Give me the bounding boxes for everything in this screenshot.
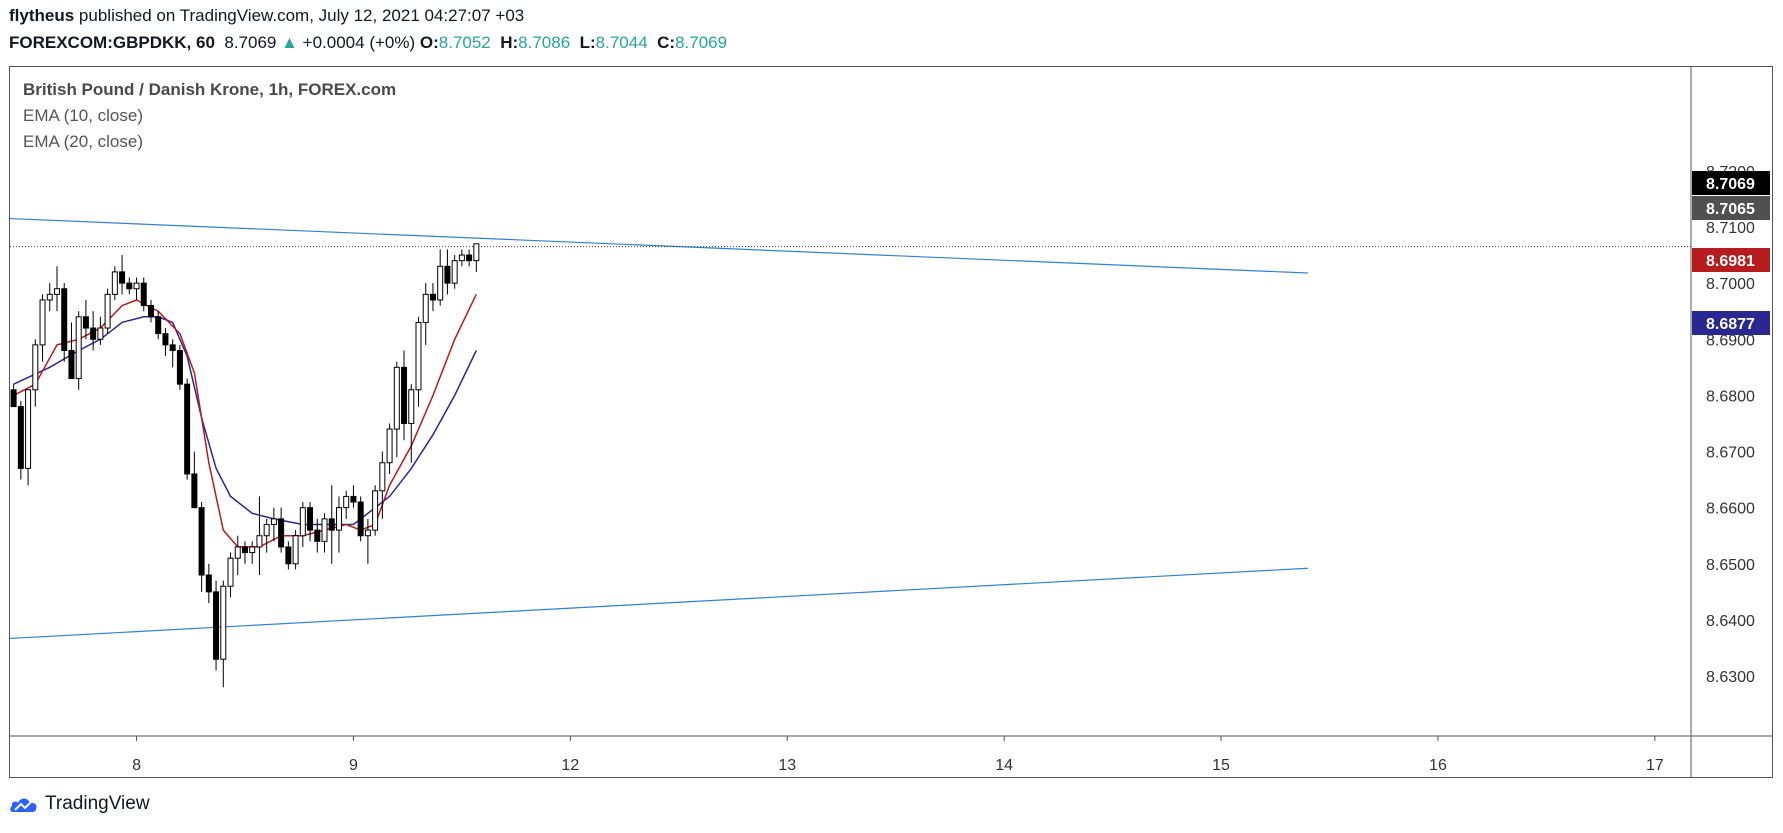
candle-down bbox=[163, 334, 168, 345]
y-tick-label: 8.6800 bbox=[1706, 388, 1755, 405]
x-tick-label: 14 bbox=[995, 757, 1013, 774]
candle-down bbox=[62, 289, 67, 351]
x-tick-label: 16 bbox=[1429, 757, 1447, 774]
brand-name: TradingView bbox=[45, 793, 150, 815]
candle-down bbox=[286, 547, 291, 564]
candle-down bbox=[83, 317, 88, 328]
x-tick-label: 9 bbox=[349, 757, 358, 774]
x-tick-label: 17 bbox=[1646, 757, 1664, 774]
candle-up bbox=[322, 519, 327, 541]
candle-down bbox=[430, 294, 435, 300]
y-tick-label: 8.6700 bbox=[1706, 445, 1755, 462]
candle-up bbox=[380, 463, 385, 491]
y-tick-label: 8.6500 bbox=[1706, 557, 1755, 574]
y-tick-label: 8.7000 bbox=[1706, 276, 1755, 293]
candle-up bbox=[293, 536, 298, 564]
candle-down bbox=[351, 496, 356, 502]
candle-up bbox=[474, 244, 479, 261]
candle-up bbox=[250, 547, 255, 553]
candle-up bbox=[373, 491, 378, 530]
ema10-price-tag-label: 8.6981 bbox=[1706, 253, 1755, 270]
candle-down bbox=[315, 530, 320, 541]
candle-up bbox=[235, 547, 240, 558]
candle-up bbox=[221, 586, 226, 659]
candle-down bbox=[120, 272, 125, 283]
candle-up bbox=[76, 317, 81, 379]
candle-down bbox=[358, 502, 363, 536]
candle-up bbox=[416, 322, 421, 389]
y-tick-label: 8.6300 bbox=[1706, 669, 1755, 686]
candle-up bbox=[423, 294, 428, 322]
candle-up bbox=[344, 496, 349, 507]
candle-up bbox=[300, 508, 305, 536]
prev-price-tag-label: 8.7065 bbox=[1706, 201, 1755, 218]
candle-down bbox=[467, 255, 472, 261]
candle-up bbox=[54, 289, 59, 295]
candle-down bbox=[206, 575, 211, 592]
footer-brand[interactable]: TradingView bbox=[9, 793, 150, 815]
trendline-resistance bbox=[10, 219, 1308, 273]
candle-down bbox=[156, 317, 161, 334]
candle-down bbox=[177, 350, 182, 384]
candle-down bbox=[185, 384, 190, 474]
last-price-tag-label: 8.7069 bbox=[1706, 176, 1755, 193]
candle-up bbox=[228, 558, 233, 586]
candle-up bbox=[112, 272, 117, 294]
candle-down bbox=[91, 328, 96, 339]
ema10-legend[interactable]: EMA (10, close) bbox=[23, 106, 143, 126]
candle-up bbox=[47, 294, 52, 300]
candle-down bbox=[141, 283, 146, 305]
candle-down bbox=[402, 367, 407, 423]
candle-up bbox=[336, 508, 341, 530]
trendline-support bbox=[10, 568, 1308, 638]
ema20-price-tag-label: 8.6877 bbox=[1706, 316, 1755, 333]
candle-up bbox=[264, 524, 269, 535]
candle-down bbox=[11, 390, 16, 407]
candle-up bbox=[271, 519, 276, 525]
y-tick-label: 8.6400 bbox=[1706, 613, 1755, 630]
candle-up bbox=[134, 283, 139, 289]
x-tick-label: 15 bbox=[1212, 757, 1230, 774]
candle-down bbox=[329, 519, 334, 530]
candle-up bbox=[105, 294, 110, 328]
y-tick-label: 8.6600 bbox=[1706, 501, 1755, 518]
candle-up bbox=[409, 390, 414, 424]
candle-down bbox=[242, 547, 247, 553]
candle-down bbox=[192, 474, 197, 508]
candle-up bbox=[459, 255, 464, 261]
candle-up bbox=[98, 328, 103, 339]
candle-down bbox=[148, 306, 153, 317]
candle-down bbox=[69, 350, 74, 378]
candle-up bbox=[394, 367, 399, 429]
chart-title[interactable]: British Pound / Danish Krone, 1h, FOREX.… bbox=[23, 80, 396, 100]
x-tick-label: 8 bbox=[132, 757, 141, 774]
candle-up bbox=[365, 530, 370, 536]
x-tick-label: 13 bbox=[778, 757, 796, 774]
x-tick-label: 12 bbox=[561, 757, 579, 774]
y-tick-label: 8.7100 bbox=[1706, 220, 1755, 237]
candle-up bbox=[26, 390, 31, 469]
candle-up bbox=[452, 261, 457, 283]
candle-up bbox=[40, 300, 45, 345]
candle-down bbox=[308, 508, 313, 530]
candle-up bbox=[387, 429, 392, 463]
ema20-legend[interactable]: EMA (20, close) bbox=[23, 132, 143, 152]
candle-down bbox=[279, 519, 284, 547]
candle-down bbox=[18, 407, 23, 469]
candle-down bbox=[170, 345, 175, 351]
candle-up bbox=[257, 536, 262, 547]
candle-down bbox=[445, 266, 450, 283]
tradingview-cloud-logo-icon bbox=[9, 794, 39, 814]
candle-up bbox=[33, 345, 38, 390]
candle-up bbox=[438, 266, 443, 300]
candle-down bbox=[199, 508, 204, 575]
candle-down bbox=[214, 592, 219, 659]
candle-down bbox=[127, 283, 132, 289]
